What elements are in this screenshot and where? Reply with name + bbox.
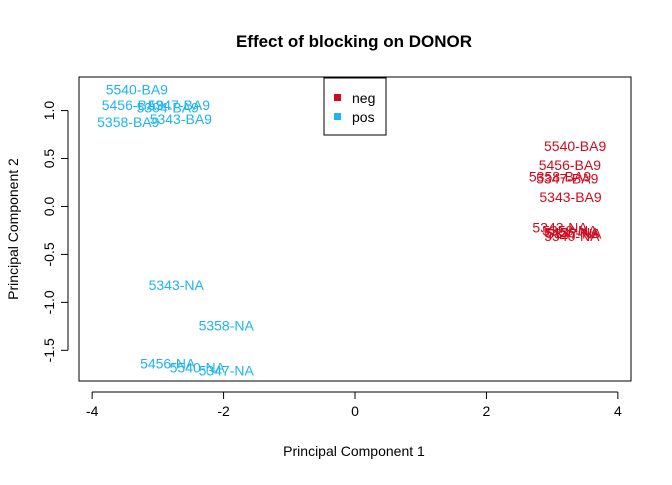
legend-swatch-neg xyxy=(334,94,341,101)
data-point-pos: 5358-BA9 xyxy=(97,114,159,130)
x-axis: -4 -2 0 2 4 xyxy=(86,391,622,419)
legend-swatch-pos xyxy=(334,113,341,120)
plot-area-frame xyxy=(78,76,632,382)
data-point-pos: 5456-NA xyxy=(140,356,196,372)
data-point-neg: 5343-NA xyxy=(532,220,588,236)
legend-label-neg: neg xyxy=(352,90,375,106)
data-point-pos: 5347-NA xyxy=(199,362,255,378)
data-point-pos: 5347-BA9 xyxy=(148,97,210,113)
y-tick-label: 0.0 xyxy=(41,197,57,217)
data-point-neg: 5343-BA9 xyxy=(539,189,601,205)
y-tick-label: -1.5 xyxy=(41,338,57,362)
x-tick-label: 4 xyxy=(614,403,622,419)
y-tick-label: -1.0 xyxy=(41,290,57,314)
data-point-neg: 5456-BA9 xyxy=(539,157,601,173)
data-point-pos: 5540-BA9 xyxy=(106,81,168,97)
data-point-pos: 5540-NA xyxy=(170,360,226,376)
data-point-pos: 5358-NA xyxy=(199,317,255,333)
data-point-pos: 5304-BA9 xyxy=(137,100,199,116)
x-tick-label: 2 xyxy=(483,403,491,419)
data-point-neg: 5358-NA xyxy=(542,222,598,238)
data-point-neg: 5347-NA xyxy=(546,225,602,241)
y-tick-label: -0.5 xyxy=(41,242,57,266)
data-point-pos: 5343-BA9 xyxy=(150,111,212,127)
legend-label-pos: pos xyxy=(352,109,375,125)
y-axis: -1.5 -1.0 -0.5 0.0 0.5 1.0 xyxy=(41,101,69,362)
x-tick-label: -2 xyxy=(217,403,230,419)
data-point-pos: 5456-BA9 xyxy=(102,97,164,113)
data-point-neg: 5358-BA9 xyxy=(529,169,591,185)
data-point-pos: 5343-NA xyxy=(149,277,205,293)
x-tick-label: -4 xyxy=(86,403,99,419)
chart-title: Effect of blocking on DONOR xyxy=(236,32,472,51)
x-tick-label: 0 xyxy=(351,403,359,419)
data-point-neg: 5347-BA9 xyxy=(536,171,598,187)
legend-box xyxy=(323,77,387,136)
y-axis-label: Principal Component 2 xyxy=(5,158,21,300)
data-points: 5540-BA95456-BA95358-BA95347-BA95343-BA9… xyxy=(97,81,606,378)
data-point-neg: 5540-BA9 xyxy=(544,138,606,154)
data-point-neg: 5456-NA xyxy=(544,224,600,240)
x-axis-label: Principal Component 1 xyxy=(283,443,425,459)
y-tick-label: 0.5 xyxy=(41,149,57,169)
data-point-neg: 5540-NA xyxy=(544,228,600,244)
legend: neg pos xyxy=(323,77,387,136)
y-tick-label: 1.0 xyxy=(41,101,57,121)
